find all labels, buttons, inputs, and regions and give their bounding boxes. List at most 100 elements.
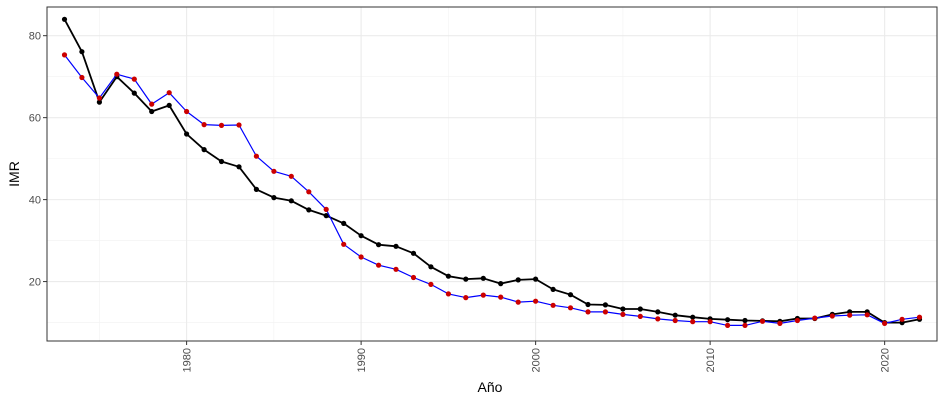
data-point-observed [79,49,85,55]
data-point-observed [184,131,190,137]
data-point-observed [149,108,155,115]
data-point-observed [550,286,556,292]
data-point-fitted [916,314,923,320]
data-point-observed [201,147,207,153]
data-point-observed [236,164,242,170]
data-point-observed [585,301,591,308]
data-point-observed [742,317,748,324]
data-point-observed [515,277,521,283]
data-point-observed [288,198,294,204]
data-point-observed [480,275,486,281]
x-tick-label: 1990 [356,348,368,372]
data-point-fitted [306,189,312,195]
data-point-observed [306,207,312,213]
data-point-fitted [445,291,451,297]
data-point-fitted [533,298,539,304]
data-point-fitted [376,262,382,268]
data-point-observed [341,220,347,226]
data-point-fitted [480,292,486,298]
data-point-observed [690,314,696,320]
data-point-observed [533,276,539,282]
data-point-observed [218,158,225,165]
data-point-observed [672,312,678,318]
x-tick-label: 2000 [531,348,543,372]
data-point-observed [410,250,417,256]
data-point-observed [655,309,661,315]
data-point-observed [567,292,574,298]
data-point-fitted [829,313,835,319]
data-point-fitted [742,322,748,328]
data-point-fitted [184,108,190,115]
data-point-fitted [253,153,259,159]
data-point-observed [61,16,68,22]
data-point-fitted [271,168,277,174]
data-point-observed [463,276,469,282]
data-point-fitted [218,122,225,128]
data-point-fitted [655,316,661,322]
y-tick-label: 60 [29,113,41,125]
y-tick-label: 40 [29,195,41,207]
data-point-fitted [725,322,731,328]
data-point-fitted [812,315,818,321]
data-point-fitted [61,52,68,58]
data-point-fitted [201,122,207,128]
x-tick-label: 1980 [182,348,194,372]
data-point-observed [358,233,364,239]
data-point-fitted [498,294,504,300]
data-point-fitted [236,122,242,128]
data-point-observed [602,302,609,308]
data-point-observed [445,273,451,279]
data-point-fitted [149,101,155,107]
data-point-fitted [847,312,853,318]
data-point-fitted [428,281,434,287]
data-point-fitted [637,313,643,319]
data-point-observed [637,306,643,312]
data-point-fitted [323,206,329,212]
data-point-fitted [410,274,417,281]
data-point-observed [166,102,172,108]
x-axis-title: Año [478,379,503,395]
data-point-observed [96,99,102,105]
data-point-fitted [707,319,713,325]
y-tick-label: 20 [29,277,41,289]
series-layer [61,16,923,328]
y-tick-label: 80 [29,31,41,43]
data-point-observed [253,186,259,192]
data-point-observed [725,317,731,323]
y-axis-title: IMR [6,161,22,187]
data-point-fitted [96,95,102,101]
data-point-observed [376,242,382,248]
data-point-fitted [794,317,801,324]
data-point-fitted [515,299,521,305]
data-point-fitted [690,319,696,325]
data-point-observed [620,306,626,312]
data-point-fitted [567,305,574,311]
x-tick-label: 2010 [705,348,717,372]
data-point-fitted [288,173,294,179]
data-point-fitted [114,71,120,77]
grid-major [47,7,937,341]
data-point-fitted [463,295,469,301]
data-point-fitted [882,320,888,326]
data-point-fitted [79,74,85,81]
grid-minor [47,7,937,341]
x-axis-ticks: 1980 1990 2000 2010 2020 [182,341,892,372]
y-axis-ticks: 20 40 60 80 [29,31,47,289]
data-point-fitted [602,309,609,315]
data-point-fitted [777,320,783,326]
data-point-fitted [864,312,870,318]
data-point-fitted [393,266,399,272]
data-point-fitted [759,318,766,324]
data-point-observed [131,90,137,96]
data-point-observed [428,264,434,270]
data-point-fitted [358,254,364,260]
data-point-fitted [672,317,678,324]
data-point-fitted [131,76,137,82]
series-line-fitted [64,54,920,326]
x-tick-label: 2020 [880,348,892,372]
data-point-fitted [620,311,626,317]
panel-border [46,6,938,342]
series-line-observed [63,18,920,324]
